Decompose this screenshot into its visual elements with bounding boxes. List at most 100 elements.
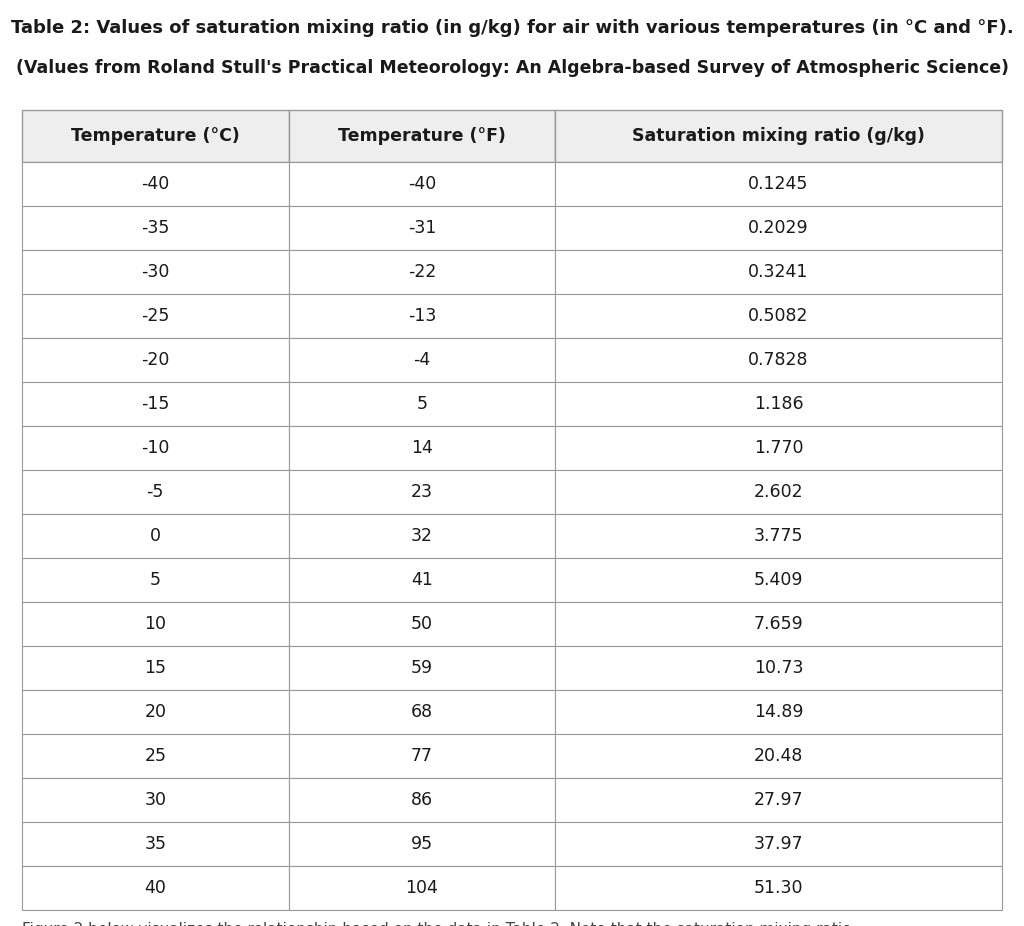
- Bar: [22, 470, 289, 514]
- Text: -10: -10: [141, 439, 169, 457]
- Text: 23: 23: [411, 483, 433, 501]
- Bar: [289, 822, 555, 866]
- Bar: [289, 470, 555, 514]
- Text: 40: 40: [144, 879, 166, 897]
- Text: -4: -4: [414, 351, 430, 369]
- Text: 7.659: 7.659: [754, 615, 804, 633]
- Bar: [555, 646, 1002, 690]
- Bar: [289, 778, 555, 822]
- Bar: [289, 206, 555, 250]
- Bar: [22, 162, 289, 206]
- Bar: [555, 250, 1002, 294]
- Text: 51.30: 51.30: [754, 879, 803, 897]
- Text: Temperature (°F): Temperature (°F): [338, 127, 506, 145]
- Bar: [555, 338, 1002, 382]
- Bar: [289, 294, 555, 338]
- Text: 95: 95: [411, 835, 433, 853]
- Bar: [22, 426, 289, 470]
- Bar: [22, 338, 289, 382]
- Bar: [555, 690, 1002, 734]
- Bar: [555, 558, 1002, 602]
- Text: (Values from Roland Stull's Practical Meteorology: An Algebra-based Survey of At: (Values from Roland Stull's Practical Me…: [15, 59, 1009, 77]
- Bar: [555, 822, 1002, 866]
- Text: 3.775: 3.775: [754, 527, 803, 545]
- Text: Saturation mixing ratio (g/kg): Saturation mixing ratio (g/kg): [632, 127, 925, 145]
- Bar: [555, 734, 1002, 778]
- Bar: [555, 206, 1002, 250]
- Text: -5: -5: [146, 483, 164, 501]
- Text: -31: -31: [408, 219, 436, 237]
- Text: 25: 25: [144, 747, 166, 765]
- Text: 1.770: 1.770: [754, 439, 803, 457]
- Text: 59: 59: [411, 659, 433, 677]
- Bar: [289, 250, 555, 294]
- Bar: [555, 866, 1002, 910]
- Text: 0: 0: [150, 527, 161, 545]
- Text: 77: 77: [411, 747, 433, 765]
- Bar: [289, 866, 555, 910]
- Bar: [555, 778, 1002, 822]
- Bar: [22, 250, 289, 294]
- Bar: [22, 822, 289, 866]
- Text: 0.7828: 0.7828: [749, 351, 809, 369]
- Bar: [555, 382, 1002, 426]
- Text: -25: -25: [141, 307, 169, 325]
- Text: 1.186: 1.186: [754, 395, 804, 413]
- Bar: [22, 734, 289, 778]
- Text: -13: -13: [408, 307, 436, 325]
- Text: 14.89: 14.89: [754, 703, 803, 721]
- Bar: [22, 602, 289, 646]
- Text: -40: -40: [141, 175, 169, 193]
- Text: 68: 68: [411, 703, 433, 721]
- Text: 14: 14: [411, 439, 433, 457]
- Bar: [289, 602, 555, 646]
- Text: 27.97: 27.97: [754, 791, 804, 809]
- Text: 0.1245: 0.1245: [749, 175, 809, 193]
- Bar: [22, 690, 289, 734]
- Bar: [555, 514, 1002, 558]
- Bar: [22, 646, 289, 690]
- Bar: [289, 646, 555, 690]
- Text: 86: 86: [411, 791, 433, 809]
- Text: 15: 15: [144, 659, 166, 677]
- Bar: [555, 426, 1002, 470]
- Text: -22: -22: [408, 263, 436, 281]
- Bar: [555, 602, 1002, 646]
- Text: 0.2029: 0.2029: [749, 219, 809, 237]
- Text: 10.73: 10.73: [754, 659, 803, 677]
- Text: Figure 2 below visualizes the relationship based on the data in Table 2. Note th: Figure 2 below visualizes the relationsh…: [22, 922, 852, 926]
- Bar: [22, 294, 289, 338]
- Bar: [289, 734, 555, 778]
- Text: 10: 10: [144, 615, 166, 633]
- Text: -35: -35: [141, 219, 169, 237]
- Bar: [555, 294, 1002, 338]
- Bar: [289, 426, 555, 470]
- Bar: [555, 162, 1002, 206]
- Text: 104: 104: [406, 879, 438, 897]
- Bar: [289, 558, 555, 602]
- Text: 50: 50: [411, 615, 433, 633]
- Bar: [22, 110, 289, 162]
- Bar: [22, 382, 289, 426]
- Bar: [22, 866, 289, 910]
- Text: 37.97: 37.97: [754, 835, 804, 853]
- Bar: [22, 206, 289, 250]
- Bar: [289, 514, 555, 558]
- Text: -15: -15: [141, 395, 169, 413]
- Text: -20: -20: [141, 351, 169, 369]
- Bar: [22, 514, 289, 558]
- Bar: [289, 382, 555, 426]
- Text: Table 2: Values of saturation mixing ratio (in g/kg) for air with various temper: Table 2: Values of saturation mixing rat…: [10, 19, 1014, 37]
- Text: 30: 30: [144, 791, 166, 809]
- Text: 0.3241: 0.3241: [749, 263, 809, 281]
- Text: 2.602: 2.602: [754, 483, 804, 501]
- Bar: [555, 110, 1002, 162]
- Bar: [289, 338, 555, 382]
- Text: 5: 5: [417, 395, 427, 413]
- Text: -30: -30: [141, 263, 169, 281]
- Text: 32: 32: [411, 527, 433, 545]
- Bar: [289, 162, 555, 206]
- Bar: [555, 470, 1002, 514]
- Text: Temperature (°C): Temperature (°C): [71, 127, 240, 145]
- Text: 0.5082: 0.5082: [749, 307, 809, 325]
